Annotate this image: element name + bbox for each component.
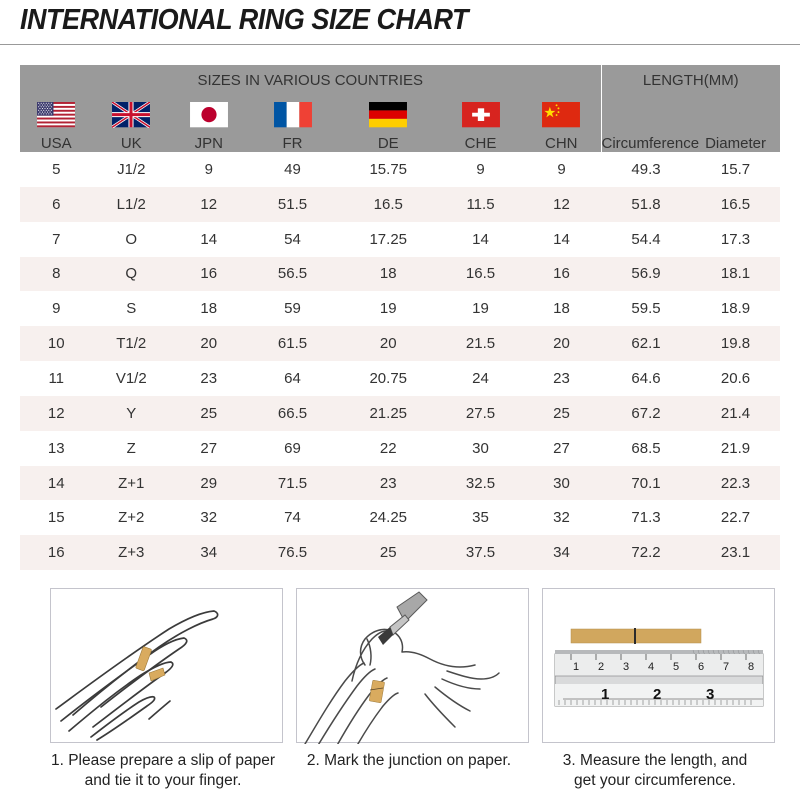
svg-text:1: 1 [601, 686, 609, 703]
svg-text:5: 5 [673, 661, 679, 673]
svg-text:4: 4 [648, 661, 654, 673]
svg-text:2: 2 [653, 686, 661, 703]
svg-text:1: 1 [573, 661, 579, 673]
svg-text:3: 3 [623, 661, 629, 673]
svg-text:7: 7 [723, 661, 729, 673]
svg-text:8: 8 [748, 661, 754, 673]
svg-text:3: 3 [706, 686, 714, 703]
svg-text:6: 6 [698, 661, 704, 673]
svg-text:2: 2 [598, 661, 604, 673]
